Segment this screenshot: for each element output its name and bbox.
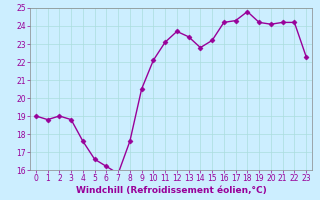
X-axis label: Windchill (Refroidissement éolien,°C): Windchill (Refroidissement éolien,°C) bbox=[76, 186, 266, 195]
